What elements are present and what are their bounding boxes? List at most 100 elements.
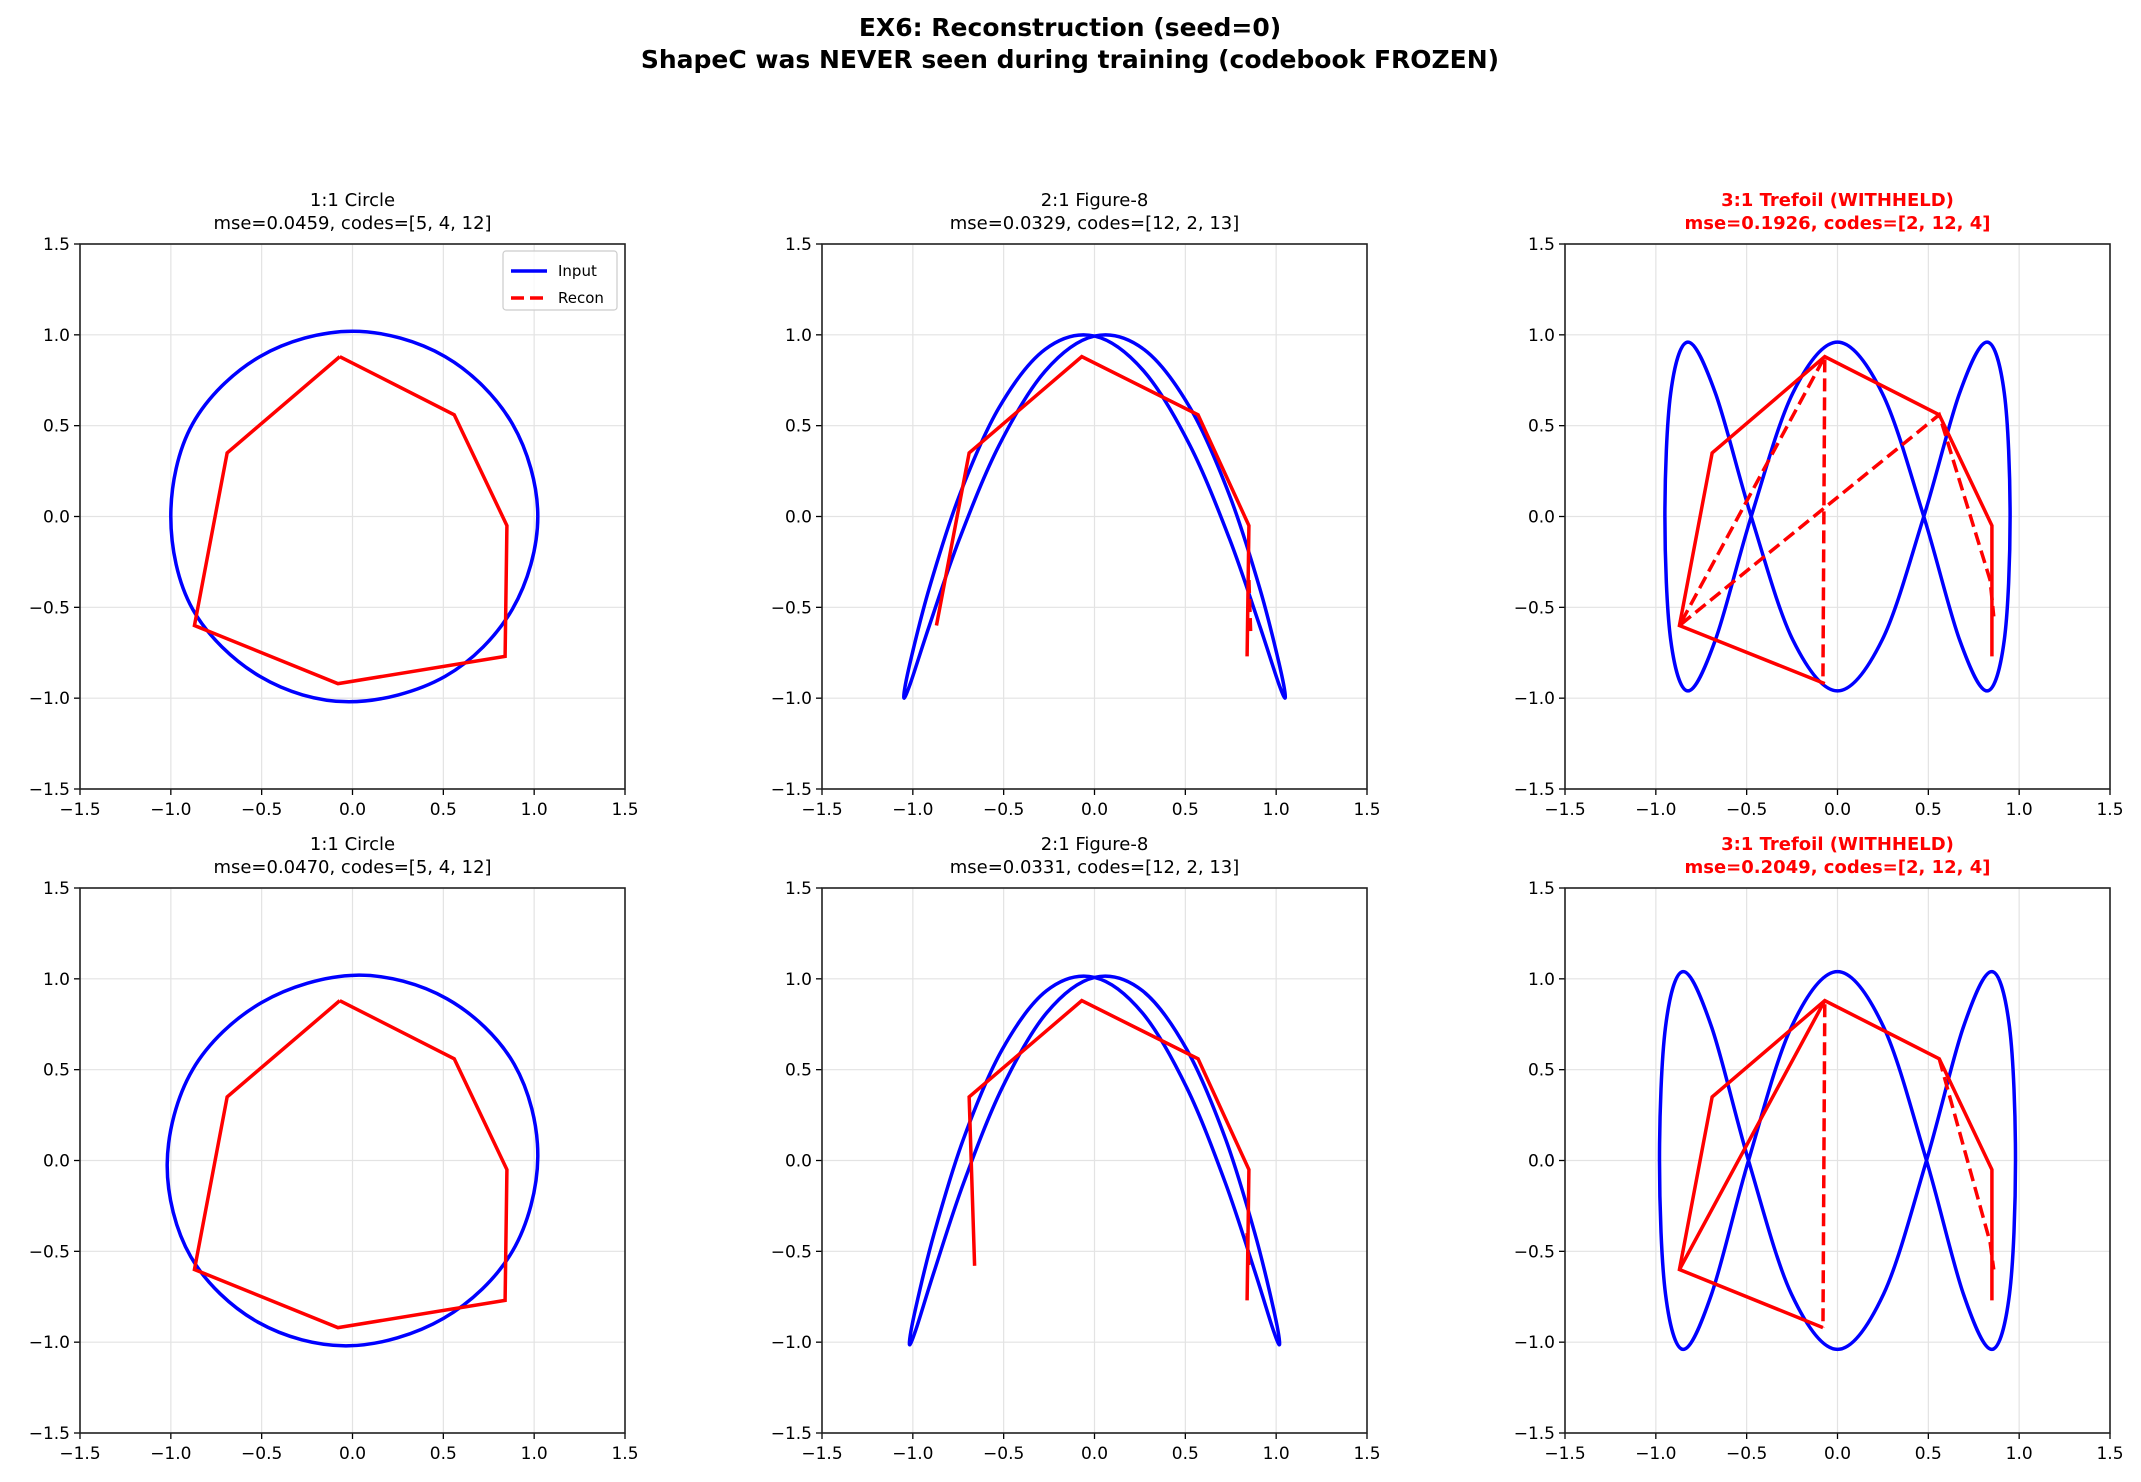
y-tick-label: 0.5 [1528, 417, 1555, 437]
y-tick-label: 0.0 [785, 508, 812, 528]
y-tick-label: −1.0 [29, 1333, 70, 1353]
x-tick-label: −0.5 [1726, 800, 1767, 820]
y-tick-label: 0.5 [785, 417, 812, 437]
y-tick-label: 1.5 [785, 879, 812, 899]
axes-frame [79, 887, 626, 1434]
axes-frame [1564, 243, 2111, 790]
y-tick-label: 1.5 [43, 235, 70, 255]
y-tick-label: 0.0 [1528, 1152, 1555, 1172]
legend-box [502, 250, 618, 311]
x-tick-label: −1.0 [150, 800, 191, 820]
x-tick-label: 1.0 [2006, 800, 2033, 820]
x-tick-label: −1.5 [801, 1444, 842, 1464]
x-tick-label: −1.0 [1635, 800, 1676, 820]
x-tick-label: 1.5 [2096, 1444, 2123, 1464]
x-tick-label: 0.5 [1915, 800, 1942, 820]
y-tick-label: −1.5 [771, 1424, 812, 1444]
x-tick-label: −0.5 [983, 1444, 1024, 1464]
legend-label-input: Input [558, 262, 597, 280]
y-tick-label: 1.5 [1528, 879, 1555, 899]
y-tick-label: 0.0 [785, 1152, 812, 1172]
y-tick-label: 1.0 [785, 970, 812, 990]
recon-curve-dashed [1821, 1004, 1827, 1328]
y-tick-label: 0.5 [43, 1061, 70, 1081]
recon-curve-dashed [1247, 580, 1253, 635]
y-tick-label: 0.5 [43, 417, 70, 437]
subplot-title-line-2: mse=0.0470, codes=[5, 4, 12] [213, 857, 491, 878]
x-tick-label: 1.5 [611, 1444, 638, 1464]
recon-curve-dashed [1677, 355, 1996, 677]
y-tick-label: 0.0 [43, 508, 70, 528]
subplot-title-line-1: 2:1 Figure-8 [1041, 190, 1149, 211]
recon-curve-solid [934, 354, 1251, 657]
input-curve [902, 333, 1288, 700]
input-curve [1657, 969, 2018, 1352]
subplot-title-line-1: 3:1 Trefoil (WITHHELD) [1721, 190, 1954, 211]
input-curve [1663, 340, 2012, 693]
x-tick-label: 0.0 [1081, 1444, 1108, 1464]
y-tick-label: −0.5 [771, 598, 812, 618]
y-tick-label: 0.5 [785, 1061, 812, 1081]
y-tick-label: 1.0 [785, 326, 812, 346]
subplot-title-line-1: 1:1 Circle [310, 190, 395, 211]
x-tick-label: −1.0 [150, 1444, 191, 1464]
recon-curve-solid [192, 999, 509, 1330]
axes-frame [821, 887, 1368, 1434]
x-tick-label: −0.5 [241, 1444, 282, 1464]
y-tick-label: −0.5 [771, 1242, 812, 1262]
x-tick-label: −0.5 [241, 800, 282, 820]
y-tick-label: −1.0 [29, 689, 70, 709]
x-tick-label: 0.5 [1915, 1444, 1942, 1464]
y-tick-label: −1.5 [29, 780, 70, 800]
subplot-title-line-1: 2:1 Figure-8 [1041, 834, 1149, 855]
suptitle-line-2: ShapeC was NEVER seen during training (c… [641, 45, 1499, 74]
recon-curve-dashed [1245, 1233, 1251, 1270]
axes-frame [821, 243, 1368, 790]
y-tick-label: −0.5 [29, 1242, 70, 1262]
x-tick-label: −0.5 [1726, 1444, 1767, 1464]
recon-curve-solid [192, 355, 509, 686]
y-tick-label: −0.5 [29, 598, 70, 618]
recon-curve-dashed [1937, 1058, 1996, 1270]
y-tick-label: 1.5 [1528, 235, 1555, 255]
subplot-title-line-1: 1:1 Circle [310, 834, 395, 855]
y-tick-label: −0.5 [1514, 1242, 1555, 1262]
x-tick-label: 1.5 [611, 800, 638, 820]
x-tick-label: 0.0 [1824, 1444, 1851, 1464]
x-tick-label: 1.5 [1353, 1444, 1380, 1464]
x-tick-label: 1.0 [2006, 1444, 2033, 1464]
x-tick-label: 0.5 [1172, 800, 1199, 820]
x-tick-label: −1.0 [1635, 1444, 1676, 1464]
y-tick-label: 0.0 [43, 1152, 70, 1172]
x-tick-label: 1.0 [521, 800, 548, 820]
x-tick-label: 0.0 [339, 800, 366, 820]
y-tick-label: −1.5 [29, 1424, 70, 1444]
x-tick-label: −1.0 [892, 1444, 933, 1464]
y-tick-label: 0.0 [1528, 508, 1555, 528]
x-tick-label: 0.5 [430, 800, 457, 820]
input-curve [907, 974, 1282, 1347]
x-tick-label: 1.5 [2096, 800, 2123, 820]
subplot-title-line-2: mse=0.0331, codes=[12, 2, 13] [950, 857, 1240, 878]
legend-label-recon: Recon [558, 289, 604, 307]
y-tick-label: 1.0 [1528, 970, 1555, 990]
y-tick-label: −1.5 [771, 780, 812, 800]
y-tick-label: −1.0 [771, 689, 812, 709]
y-tick-label: 1.0 [43, 326, 70, 346]
subplot-6: 3:1 Trefoil (WITHHELD)mse=0.2049, codes=… [1514, 834, 2124, 1464]
x-tick-label: −0.5 [983, 800, 1024, 820]
subplot-title-line-2: mse=0.2049, codes=[2, 12, 4] [1684, 857, 1990, 878]
x-tick-label: 0.0 [1824, 800, 1851, 820]
subplot-title-line-2: mse=0.0329, codes=[12, 2, 13] [950, 213, 1240, 234]
input-curve [165, 973, 540, 1348]
y-tick-label: −1.5 [1514, 1424, 1555, 1444]
axes-frame [79, 243, 626, 790]
suptitle-line-1: EX6: Reconstruction (seed=0) [859, 13, 1281, 42]
recon-curve-solid [1677, 354, 1994, 686]
x-tick-label: −1.5 [801, 800, 842, 820]
y-tick-label: 1.5 [785, 235, 812, 255]
